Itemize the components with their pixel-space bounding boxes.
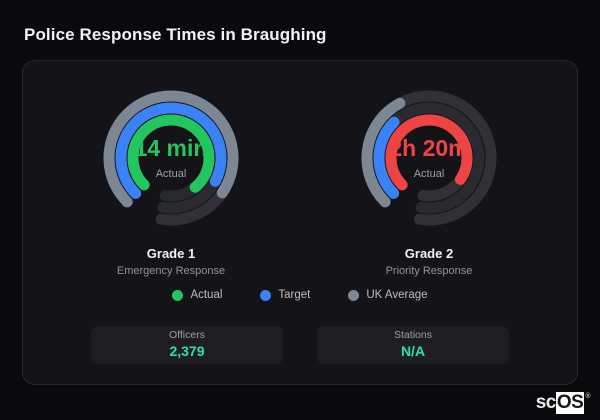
stat-value-officers: 2,379 — [169, 343, 205, 360]
gauge-description-grade-1: Emergency Response — [116, 265, 226, 277]
gauge-name-grade-2: Grade 2 — [404, 246, 454, 261]
watermark-registered-icon: ® — [585, 393, 590, 400]
watermark-prefix: sc — [535, 392, 557, 413]
stat-card-stations[interactable]: Stations N/A — [317, 326, 509, 364]
arc-uk-average-2 — [361, 97, 406, 208]
scos-watermark: sc OS ® — [536, 392, 590, 414]
legend-label-actual: Actual — [190, 289, 223, 301]
gauge-arcs-grade-1 — [103, 90, 239, 226]
legend-dot-actual — [172, 289, 184, 301]
gauge-dial-grade-2: 2h 20m Actual — [354, 83, 504, 233]
stat-cards: Officers 2,379 Stations N/A — [23, 326, 577, 364]
watermark-mark: OS — [555, 392, 585, 414]
gauge-grade-1[interactable]: 14 min Actual — [96, 83, 246, 277]
arc-uk-average-1 — [103, 90, 239, 208]
legend-dot-uk-average — [348, 289, 360, 301]
legend-item-uk-average[interactable]: UK Average — [348, 289, 428, 301]
legend-dot-target — [260, 289, 272, 301]
stat-value-stations: N/A — [400, 343, 426, 360]
legend-label-target: Target — [278, 289, 311, 301]
gauge-group: 14 min Actual — [23, 83, 577, 277]
gauge-arcs-grade-2 — [361, 90, 497, 226]
stat-label-officers: Officers — [169, 328, 205, 341]
arc-target-1 — [115, 102, 227, 199]
gauge-name-grade-1: Grade 1 — [146, 246, 196, 261]
response-times-card: 14 min Actual — [22, 60, 578, 385]
legend-item-actual[interactable]: Actual — [172, 289, 222, 301]
chart-legend: Actual Target UK Average — [23, 289, 577, 301]
ring-value-group-2 — [361, 97, 473, 208]
legend-label-uk-average: UK Average — [366, 289, 428, 301]
arc-actual-2 — [385, 114, 473, 191]
gauge-dial-grade-1: 14 min Actual — [96, 83, 246, 233]
ring-value-group-1 — [103, 90, 239, 208]
page-title: Police Response Times in Braughing — [24, 25, 327, 44]
arc-target-2 — [373, 116, 400, 199]
legend-item-target[interactable]: Target — [260, 289, 310, 301]
arc-actual-1 — [127, 114, 215, 193]
stat-label-stations: Stations — [394, 328, 432, 341]
gauge-description-grade-2: Priority Response — [385, 265, 473, 277]
stat-card-officers[interactable]: Officers 2,379 — [91, 326, 283, 364]
gauge-grade-2[interactable]: 2h 20m Actual — [354, 83, 504, 277]
